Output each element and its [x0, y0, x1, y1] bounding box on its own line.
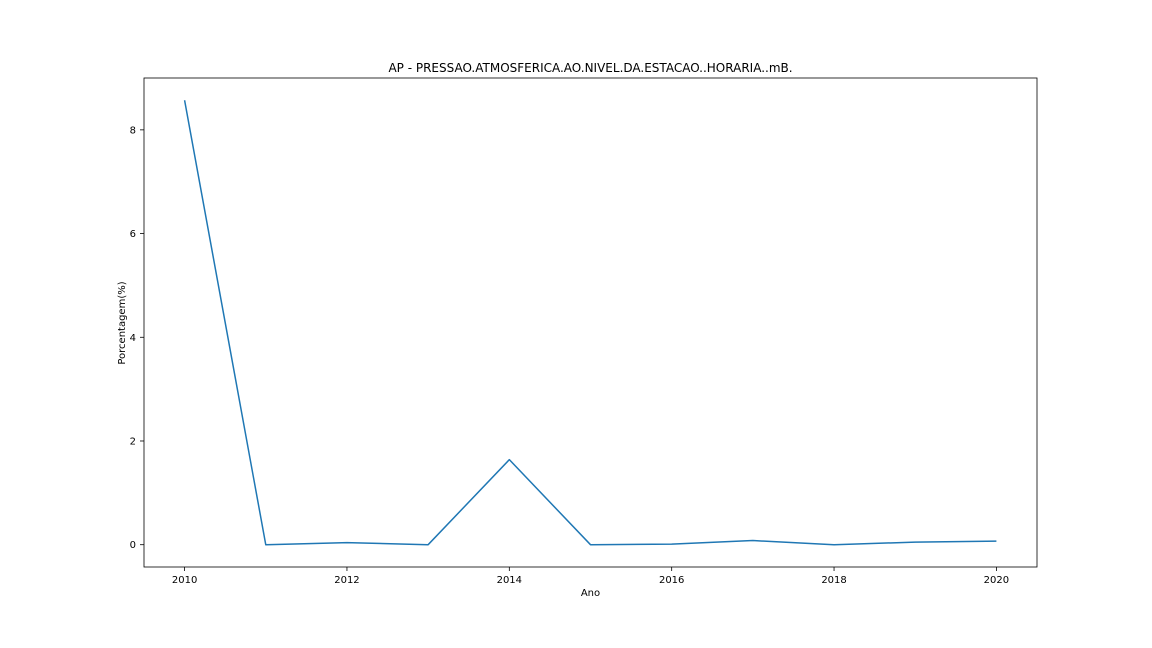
y-tick-label: 4: [130, 333, 136, 344]
y-tick-label: 8: [130, 125, 136, 136]
x-tick-label: 2010: [172, 575, 197, 586]
x-axis-label: Ano: [581, 588, 600, 599]
y-tick-label: 0: [130, 540, 136, 551]
y-axis-ticks: 0 2 4 6 8: [130, 125, 144, 551]
x-tick-label: 2016: [659, 575, 684, 586]
chart-title: AP - PRESSAO.ATMOSFERICA.AO.NIVEL.DA.EST…: [388, 61, 792, 75]
x-tick-label: 2012: [334, 575, 359, 586]
plot-frame: [143, 77, 1038, 568]
series-line: [183, 100, 997, 546]
x-tick-label: 2018: [821, 575, 846, 586]
x-axis-ticks: 2010 2012 2014 2016 2018 2020: [172, 567, 1009, 586]
x-tick-label: 2020: [984, 575, 1009, 586]
series-layer: [183, 100, 997, 546]
x-tick-label: 2014: [497, 575, 522, 586]
plot-area: [144, 78, 1037, 567]
y-axis-label: Porcentagem(%): [117, 281, 128, 364]
y-tick-label: 6: [130, 229, 136, 240]
y-tick-label: 2: [130, 436, 136, 447]
